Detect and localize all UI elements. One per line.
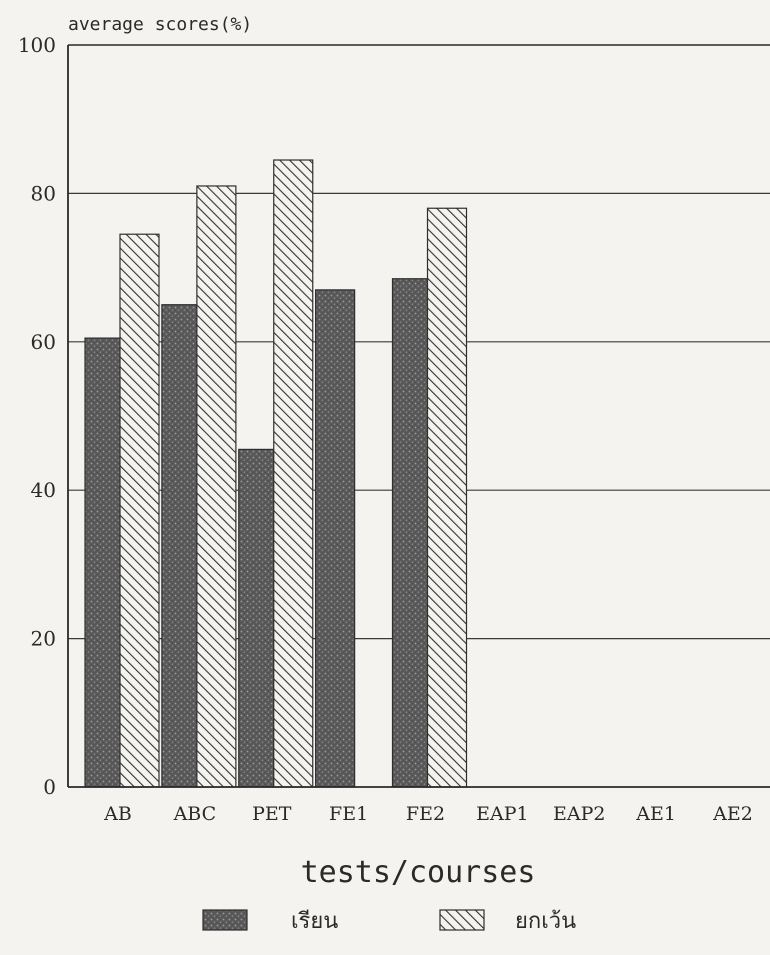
x-axis-title: tests/courses	[301, 855, 536, 890]
y-tick-label: 0	[43, 775, 56, 799]
bar-FE2-series-2	[426, 207, 468, 788]
y-tick-label: 100	[18, 33, 56, 57]
legend: เรียน ยกเว้น	[202, 909, 576, 934]
bar-PET-series-1	[238, 448, 279, 788]
x-tick-label: AE2	[712, 803, 753, 825]
y-tick-labels: 0 20 40 60 80 100	[18, 33, 56, 799]
legend-swatch-1	[202, 909, 248, 931]
x-tick-label: AE1	[635, 803, 676, 825]
bar-AB-series-1	[84, 337, 125, 788]
x-tick-label: AB	[103, 803, 132, 825]
x-tick-label: PET	[252, 803, 292, 825]
bar-AB-series-2	[119, 233, 160, 788]
bars	[84, 159, 468, 788]
x-tick-label: ABC	[173, 803, 217, 825]
legend-swatch-2	[439, 909, 485, 931]
x-tick-label: FE1	[329, 803, 368, 825]
y-tick-label: 40	[31, 478, 56, 502]
bar-ABC-series-1	[161, 304, 202, 788]
bar-PET-series-2	[273, 159, 314, 788]
x-tick-label: EAP2	[553, 803, 605, 825]
y-axis-title: average scores(%)	[68, 14, 252, 35]
y-tick-label: 60	[31, 330, 56, 354]
bar-FE1-series-1	[315, 289, 356, 788]
legend-label-2: ยกเว้น	[515, 909, 576, 934]
bar-FE2-series-1	[391, 278, 433, 788]
x-tick-label: EAP1	[476, 803, 528, 825]
x-tick-labels: AB ABC PET FE1 FE2 EAP1 EAP2 AE1 AE2	[103, 803, 753, 825]
y-tick-label: 80	[31, 181, 56, 205]
legend-label-1: เรียน	[291, 909, 338, 934]
x-tick-label: FE2	[406, 803, 445, 825]
y-tick-label: 20	[31, 627, 56, 651]
axes	[67, 44, 770, 788]
bar-ABC-series-2	[196, 185, 237, 788]
